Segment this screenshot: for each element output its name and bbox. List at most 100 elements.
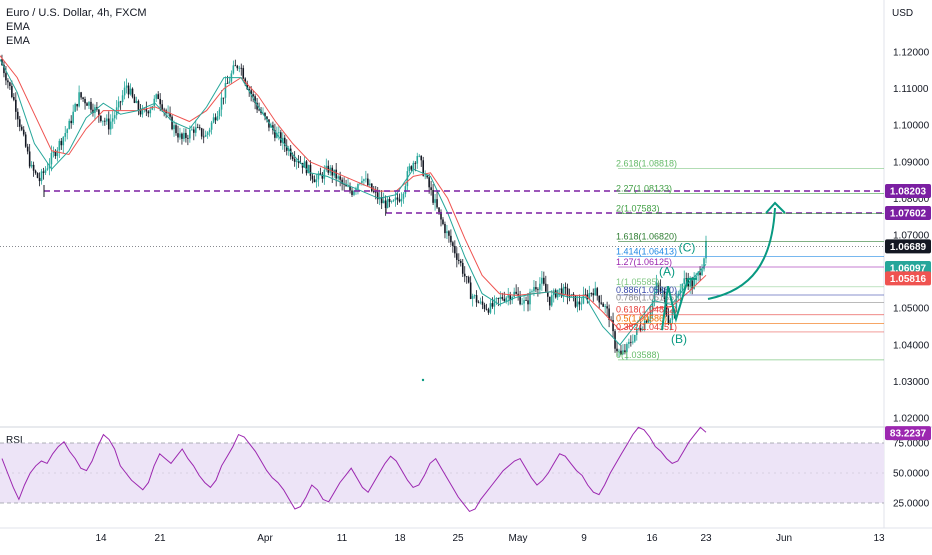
candle-body [11,85,13,97]
candle-body [637,328,640,330]
candle-body [418,155,421,157]
candle-body [52,151,55,153]
candle-body [159,98,161,105]
candle-body [523,300,525,304]
candle-body [210,122,213,130]
candle-body [135,100,138,103]
candle-body [323,169,326,179]
candle-body [42,171,45,173]
candle-body [659,287,662,292]
fib-level-label: 2.27(1.08133) [616,184,672,194]
candle-body [256,102,258,110]
candle-body [9,82,11,86]
candle-body [535,287,537,290]
candle-body [689,280,691,287]
candle-body [98,109,100,116]
candle-body [303,161,306,168]
candle-body [394,197,397,201]
candle-body [349,186,351,191]
candle-body [592,293,595,296]
candle-body [645,320,648,323]
candle-body [191,129,193,131]
candle-body [357,184,359,189]
candle-body [622,350,624,355]
candle-body [171,116,173,130]
candle-body [38,177,41,182]
x-tick-label: Apr [257,533,273,544]
candle-body [531,291,533,293]
wave-label: (B) [671,332,687,346]
candle-body [295,160,298,162]
candle-body [109,121,112,130]
candle-body [481,301,484,305]
candle-body [448,231,450,236]
symbol-title[interactable]: Euro / U.S. Dollar, 4h, FXCM [6,7,147,19]
candle-body [276,132,278,138]
candle-body [454,245,456,254]
candle-body [228,81,231,84]
candle-body [651,300,654,312]
candle-body [626,343,628,353]
candle-body [123,87,126,96]
candle-body [545,283,547,292]
candle-body [147,111,150,114]
fib-level-label: 0.786(1.05155) [616,293,677,303]
candle-body [363,179,365,181]
candle-body [398,199,401,202]
candle-body [145,108,148,112]
candle-body [467,277,470,283]
candle-body [432,190,434,203]
candle-body [200,128,203,137]
indicator-ema-1[interactable]: EMA [6,21,30,33]
candle-body [337,176,339,179]
candle-body [602,303,604,307]
candle-body [574,295,577,307]
candle-body [283,137,286,146]
candle-body [5,73,7,81]
candles [1,54,707,360]
candle-body [244,78,247,84]
x-tick-label: 21 [154,533,166,544]
wave-label: (C) [679,240,696,254]
candle-body [582,294,585,304]
candle-body [374,191,377,193]
candle-body [355,188,357,191]
indicator-ema-2[interactable]: EMA [6,35,30,47]
candle-body [311,175,314,180]
candle-body [80,92,82,98]
candle-body [187,137,189,139]
x-tick-label: 25 [452,533,464,544]
candle-body [232,65,235,74]
chart-legend: Euro / U.S. Dollar, 4h, FXCM EMA EMA [6,6,147,48]
candle-body [141,109,144,115]
candle-body [475,295,478,303]
candle-body [343,184,345,185]
fib-level-label: 1.27(1.06125) [616,257,672,267]
candle-body [208,129,211,133]
candle-body [216,116,219,121]
candle-body [163,109,165,111]
candle-body [181,133,183,139]
candle-body [525,300,527,301]
candle-body [372,191,375,193]
candle-body [442,219,444,224]
candle-body [578,301,581,305]
candle-body [628,341,630,344]
candle-body [456,253,458,260]
candle-body [541,277,543,284]
candle-body [376,192,379,200]
projection-arrow [707,207,776,300]
candle-body [697,272,699,276]
candle-body [291,156,294,159]
candle-body [440,212,442,220]
candle-body [493,299,496,307]
candle-body [509,295,512,301]
candle-body [562,286,565,297]
candle-body [226,83,229,84]
candle-body [224,83,227,98]
candle-body [351,190,353,195]
candle-body [529,291,531,305]
rsi-title: RSI [6,435,23,446]
